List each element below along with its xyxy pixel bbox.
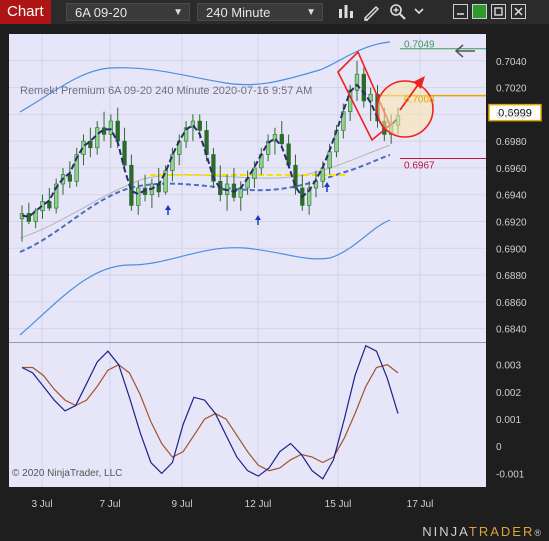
price-label-stop: 0.6967: [404, 161, 435, 172]
y-tick-label: 0.6880: [496, 271, 527, 282]
x-tick-label: 12 Jul: [245, 499, 272, 510]
y-tick-label: 0.6900: [496, 244, 527, 255]
up-arrow-icon: [165, 205, 171, 210]
maximize-button[interactable]: [491, 4, 506, 19]
up-arrow-icon: [255, 215, 261, 220]
copyright-text: © 2020 NinjaTrader, LLC: [12, 468, 122, 479]
candle-body: [33, 210, 38, 222]
candle-body: [190, 120, 196, 129]
drawing-tools-icon[interactable]: [362, 3, 380, 21]
candle-body: [354, 73, 360, 91]
candle-body: [218, 181, 223, 195]
candle-body: [272, 134, 278, 142]
chevron-down-icon: ▼: [173, 7, 183, 18]
osc-tick-label: 0: [496, 442, 502, 453]
osc-tick-label: 0.002: [496, 388, 521, 399]
candle-body: [197, 120, 202, 131]
breakout-arrow: [399, 81, 421, 111]
more-options-icon[interactable]: [414, 3, 424, 21]
candle-body: [122, 140, 127, 166]
signal-arrows: [165, 182, 330, 225]
candle-body: [136, 187, 141, 206]
chart-tab[interactable]: Chart: [0, 0, 51, 24]
lower-trend-line: [19, 154, 391, 253]
candle-body: [327, 151, 332, 169]
instrument-label: 6A 09-20: [75, 5, 128, 20]
candle-body: [163, 170, 168, 193]
interval-selector[interactable]: 240 Minute ▼: [197, 3, 323, 21]
current-price-tag: [488, 103, 542, 122]
candle-body: [88, 140, 93, 149]
maximize-icon: [494, 7, 503, 16]
y-tick-label: 0.7040: [496, 57, 527, 68]
candle-body: [293, 164, 298, 189]
close-icon: [514, 7, 523, 16]
instrument-selector[interactable]: 6A 09-20 ▼: [66, 3, 190, 21]
bollinger-lower: [19, 219, 391, 336]
price-label-target: 0.7049: [404, 40, 435, 51]
up-arrow-icon: [324, 182, 330, 187]
zoom-icon[interactable]: [389, 3, 407, 21]
candle-body: [252, 167, 257, 179]
candle-body: [279, 134, 284, 145]
candle-body: [67, 174, 73, 182]
y-axis-labels: 0.7040 0.7020 0.7000 0.6980 0.6960 0.6940 0.69…: [496, 57, 527, 336]
current-price-label: 0.6999: [498, 108, 532, 120]
candle-body: [320, 167, 325, 182]
candle-body: [115, 120, 120, 142]
osc-tick-label: -0.001: [496, 469, 525, 480]
oscillator-axis-labels: 0.003 0.002 0.001 0 -0.001: [496, 361, 525, 481]
candle-body: [170, 154, 175, 171]
minimize-button[interactable]: [453, 4, 468, 19]
osc-tick-label: 0.001: [496, 415, 521, 426]
x-tick-label: 3 Jul: [31, 499, 52, 510]
hull-moving-average: [21, 83, 399, 218]
chart-title: Remek! Premium 6A 09-20 240 Minute 2020-…: [20, 85, 312, 97]
candle-body: [361, 73, 366, 102]
link-button[interactable]: [472, 4, 487, 19]
y-tick-label: 0.6860: [496, 298, 527, 309]
toolbar: Chart 6A 09-20 ▼ 240 Minute ▼: [0, 0, 549, 24]
x-axis-labels: 3 Jul 7 Jul 9 Jul 12 Jul 15 Jul 17 Jul: [31, 499, 433, 510]
x-tick-label: 17 Jul: [407, 499, 434, 510]
y-tick-label: 0.6940: [496, 191, 527, 202]
candle-body: [341, 111, 346, 131]
candle-body: [211, 154, 216, 182]
y-tick-label: 0.6980: [496, 137, 527, 148]
candle-body: [54, 183, 59, 209]
oscillator-lines: [21, 344, 399, 480]
candle-body: [306, 187, 312, 206]
candle-body: [238, 187, 243, 198]
y-tick-label: 0.6840: [496, 325, 527, 336]
x-tick-label: 15 Jul: [325, 499, 352, 510]
interval-label: 240 Minute: [206, 5, 271, 20]
hma-line: [21, 83, 399, 218]
highlight-circle: [376, 80, 434, 138]
close-button[interactable]: [511, 4, 526, 19]
x-tick-label: 9 Jul: [171, 499, 192, 510]
candle-body: [108, 120, 114, 135]
y-tick-label: 0.7000: [496, 110, 527, 121]
oscillator-panel: [9, 343, 486, 487]
candle-body: [286, 143, 291, 166]
minimize-icon: [457, 13, 464, 15]
back-arrow-icon[interactable]: [454, 44, 475, 58]
brand-logo: NINJATRADER®: [422, 524, 543, 539]
candle-body: [95, 127, 100, 149]
time-axis: [9, 487, 486, 517]
oscillator-fast: [21, 344, 399, 480]
osc-tick-label: 0.003: [496, 361, 521, 372]
y-tick-label: 0.6960: [496, 164, 527, 175]
y-tick-label: 0.7020: [496, 84, 527, 95]
price-label-entry: 0.7008: [404, 95, 435, 106]
chevron-down-icon: ▼: [306, 7, 316, 18]
breakout-arrow-head: [413, 76, 425, 89]
x-tick-label: 7 Jul: [99, 499, 120, 510]
trade-overlay: 0.7049 0.7008 0.6967 0.6999: [337, 40, 542, 172]
y-tick-label: 0.6920: [496, 217, 527, 228]
bar-style-icon[interactable]: [337, 3, 355, 21]
bollinger-upper: [19, 41, 391, 113]
candle-body: [74, 154, 79, 182]
